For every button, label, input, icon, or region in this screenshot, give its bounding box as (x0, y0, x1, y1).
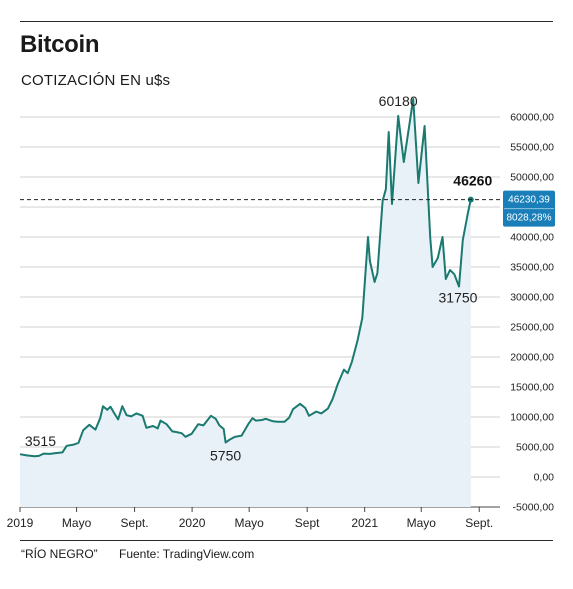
y-tick-label: 50000,00 (510, 172, 554, 184)
annotation-label: 46260 (453, 173, 492, 189)
y-axis: 60000,0055000,0050000,0045000,0040000,00… (510, 112, 554, 514)
y-tick-label: 10000,00 (510, 412, 554, 424)
bottom-rule (20, 540, 553, 541)
badge-price: 46230,39 (508, 195, 550, 206)
annotations: 3515 5750 60180 31750 46260 (25, 93, 493, 464)
y-tick-label: 40000,00 (510, 232, 554, 244)
series-area-fill (20, 99, 471, 507)
x-tick-label: Sept. (465, 516, 493, 530)
y-tick-label: 30000,00 (510, 292, 554, 304)
x-tick-label: Sept (295, 516, 320, 530)
footer-source: Fuente: TradingView.com (119, 547, 255, 561)
series-line (19, 98, 472, 458)
chart-title: Bitcoin (20, 31, 100, 58)
annotation-label: 60180 (379, 93, 418, 109)
price-badge: 46230,39 8028,28% (503, 190, 555, 227)
y-tick-label: 25000,00 (510, 322, 554, 334)
x-tick-label: 2019 (7, 516, 34, 530)
x-tick-label: Mayo (407, 516, 437, 530)
annotation-label: 31750 (439, 290, 478, 306)
y-tick-label: 35000,00 (510, 262, 554, 274)
annotation-label: 5750 (210, 448, 241, 464)
annotation-label: 3515 (25, 433, 56, 449)
x-axis: 2019 Mayo Sept. 2020 Mayo Sept 2021 Mayo Sept. (7, 507, 493, 530)
y-tick-label: 60000,00 (510, 112, 554, 124)
y-tick-label: 55000,00 (510, 142, 554, 154)
y-tick-label: 15000,00 (510, 382, 554, 394)
x-tick-label: 2021 (351, 516, 378, 530)
x-tick-label: Sept. (121, 516, 149, 530)
x-tick-label: Mayo (234, 516, 264, 530)
y-tick-label: 0,00 (534, 472, 555, 484)
x-tick-label: Mayo (62, 516, 92, 530)
y-tick-label: -5000,00 (513, 502, 555, 514)
y-tick-label: 5000,00 (516, 442, 554, 454)
top-rule (20, 21, 553, 22)
y-tick-label: 20000,00 (510, 352, 554, 364)
price-area (20, 99, 471, 507)
x-tick-label: 2020 (179, 516, 206, 530)
chart-subtitle: COTIZACIÓN EN u$s (21, 72, 171, 89)
badge-change: 8028,28% (506, 213, 551, 224)
footer-credit: “RÍO NEGRO” (21, 547, 98, 561)
